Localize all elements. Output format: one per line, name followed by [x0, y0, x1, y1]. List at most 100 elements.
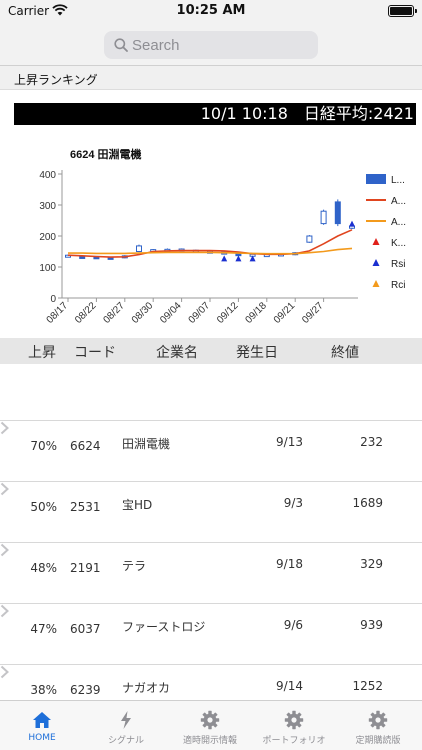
x-tick-label: 08/30: [130, 300, 156, 326]
battery-icon: [388, 5, 417, 17]
y-axis: 0 100 200 300 400: [39, 170, 63, 305]
nikkei-ticker: 10/1 10:18 日経平均:2421: [14, 103, 416, 125]
candle-body: [306, 235, 313, 243]
tab-label: シグナル: [107, 736, 144, 746]
carrier-label: Carrier: [8, 4, 50, 18]
candle-body: [334, 201, 341, 225]
stock-code: 2191: [70, 561, 101, 575]
series-line: [67, 229, 353, 258]
search-icon: [114, 38, 128, 52]
tab-subscription[interactable]: 定期購読版: [336, 701, 420, 750]
x-tick-label: 09/18: [243, 300, 269, 326]
search-box[interactable]: [104, 31, 318, 59]
x-tick-label: 09/21: [272, 300, 298, 326]
legend-swatch: [372, 259, 380, 266]
search-bar-container: [0, 22, 422, 66]
header-date: 発生日: [236, 345, 278, 361]
company-name: 宝HD: [122, 498, 153, 512]
rise-percent: 48%: [30, 561, 57, 575]
chart-title: 6624 田淵電機: [70, 147, 142, 161]
legend-label: L...: [391, 175, 405, 186]
y-tick-label: 400: [39, 170, 56, 181]
x-tick-label: 08/17: [45, 300, 71, 326]
company-name: ナガオカ: [122, 681, 171, 695]
occurrence-date: 9/13: [276, 435, 303, 449]
rise-percent: 47%: [30, 622, 57, 636]
series-lines: [67, 229, 353, 258]
y-tick-label: 200: [39, 232, 56, 243]
wifi-icon: [52, 4, 68, 16]
tab-portfolio[interactable]: ポートフォリオ: [252, 701, 336, 750]
series-line: [68, 247, 353, 255]
company-name: 田淵電機: [122, 437, 171, 451]
ranking-list: 70% 6624 田淵電機 9/13 232 50% 2531 宝HD 9/3 …: [0, 420, 422, 725]
section-title: 上昇ランキング: [0, 66, 422, 90]
table-row[interactable]: 70% 6624 田淵電機 9/13 232: [0, 420, 422, 481]
company-name: ファーストロジ: [122, 620, 206, 634]
table-header: 上昇 コード 企業名 発生日 終値: [0, 338, 422, 364]
status-bar: Carrier 10:25 AM: [0, 0, 422, 22]
chevron-right-icon: [0, 604, 9, 618]
stock-code: 2531: [70, 500, 101, 514]
table-row[interactable]: 47% 6037 ファーストロジ 9/6 939: [0, 603, 422, 664]
x-tick-label: 09/12: [215, 300, 241, 326]
table-row[interactable]: 48% 2191 テラ 9/18 329: [0, 542, 422, 603]
y-tick-label: 0: [50, 294, 56, 305]
tab-home[interactable]: HOME: [0, 701, 84, 750]
signal-markers: [221, 220, 355, 262]
y-tick-label: 300: [39, 201, 56, 212]
stock-code: 6239: [70, 683, 101, 697]
signal-marker: [221, 255, 228, 262]
rise-percent: 50%: [30, 500, 57, 514]
tab-label: ポートフォリオ: [262, 736, 326, 746]
chevron-right-icon: [0, 482, 9, 496]
signal-marker: [349, 220, 355, 227]
stock-code: 6037: [70, 622, 101, 636]
occurrence-date: 9/18: [276, 557, 303, 571]
rise-percent: 38%: [30, 683, 57, 697]
x-tick-label: 09/27: [300, 300, 326, 326]
gear-icon: [200, 710, 220, 730]
tab-bar: HOME シグナル 適時開示情報: [0, 700, 422, 750]
rise-percent: 70%: [30, 439, 57, 453]
tab-signal[interactable]: シグナル: [84, 701, 168, 750]
signal-marker: [235, 255, 242, 262]
y-tick-label: 100: [39, 263, 56, 274]
legend-swatch: [372, 238, 380, 245]
header-close: 終値: [331, 345, 359, 361]
close-price: 1252: [352, 679, 383, 693]
header-rise: 上昇: [28, 345, 56, 361]
occurrence-date: 9/6: [283, 618, 303, 632]
tab-label: HOME: [28, 733, 56, 743]
chart-legend: L... A... A... K... Rsi Rci: [366, 174, 406, 291]
home-icon: [33, 712, 51, 728]
tab-disclosure[interactable]: 適時開示情報: [168, 701, 252, 750]
x-tick-label: 08/27: [101, 300, 127, 326]
chevron-right-icon: [0, 421, 9, 435]
legend-label: A...: [391, 196, 406, 207]
candle-body: [320, 210, 327, 225]
table-row[interactable]: 50% 2531 宝HD 9/3 1689: [0, 481, 422, 542]
chevron-right-icon: [0, 665, 9, 679]
occurrence-date: 9/3: [283, 496, 303, 510]
x-tick-label: 09/07: [187, 300, 213, 326]
tab-label: 定期購読版: [355, 736, 401, 746]
gear-icon: [368, 710, 388, 730]
x-tick-label: 09/04: [158, 300, 184, 326]
company-name: テラ: [122, 559, 147, 573]
table-row[interactable]: 38% 6239 ナガオカ 9/14 1252: [0, 664, 422, 725]
close-price: 939: [360, 618, 383, 632]
legend-swatch: [366, 174, 386, 184]
occurrence-date: 9/14: [276, 679, 303, 693]
legend-label: Rci: [391, 280, 405, 291]
signal-marker: [249, 255, 256, 262]
legend-swatch: [372, 280, 380, 287]
search-input[interactable]: [132, 35, 308, 55]
candle-body: [79, 255, 86, 259]
clock: 10:25 AM: [176, 3, 246, 18]
close-price: 232: [360, 435, 383, 449]
legend-label: Rsi: [391, 259, 405, 270]
candle-body: [136, 245, 142, 252]
tab-label: 適時開示情報: [182, 736, 237, 746]
header-company: 企業名: [156, 345, 198, 361]
